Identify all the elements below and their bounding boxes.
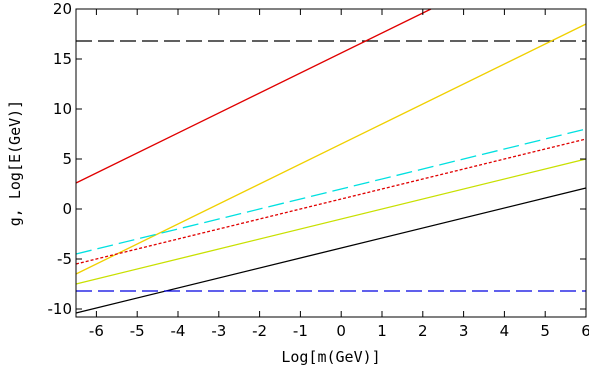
x-tick-label: -1 [293, 322, 308, 340]
x-axis-title: Log[m(GeV)] [281, 348, 380, 366]
series-line-4 [75, 138, 587, 265]
x-tick-label: 0 [336, 322, 346, 340]
x-tick-label: 1 [377, 322, 387, 340]
y-axis-title: g, Log[E(GeV)] [6, 100, 24, 226]
series-line-6 [75, 187, 587, 314]
x-tick-label: 2 [418, 322, 428, 340]
y-tick-label: 5 [62, 150, 72, 168]
y-tick-label: 20 [53, 0, 72, 18]
y-tick-label: -5 [57, 250, 72, 268]
y-tick-label: -10 [48, 300, 73, 318]
y-tick-label: 0 [62, 200, 72, 218]
plot-frame [75, 8, 587, 318]
x-tick-label: -3 [211, 322, 226, 340]
series-line-5 [75, 158, 587, 285]
x-tick-label: 4 [500, 322, 510, 340]
x-tick-label: 3 [459, 322, 469, 340]
y-tick-label: 10 [53, 100, 72, 118]
series-layer [75, 8, 587, 314]
x-tick-label: 6 [581, 322, 589, 340]
x-tick-label: 5 [540, 322, 550, 340]
x-tick-label: -4 [171, 322, 186, 340]
y-tick-label: 15 [53, 50, 72, 68]
series-line-1 [75, 8, 432, 184]
series-line-3 [75, 128, 587, 255]
x-tick-label: -5 [130, 322, 145, 340]
x-tick-label: -6 [89, 322, 104, 340]
x-tick-label: -2 [252, 322, 267, 340]
series-line-2 [75, 23, 587, 275]
